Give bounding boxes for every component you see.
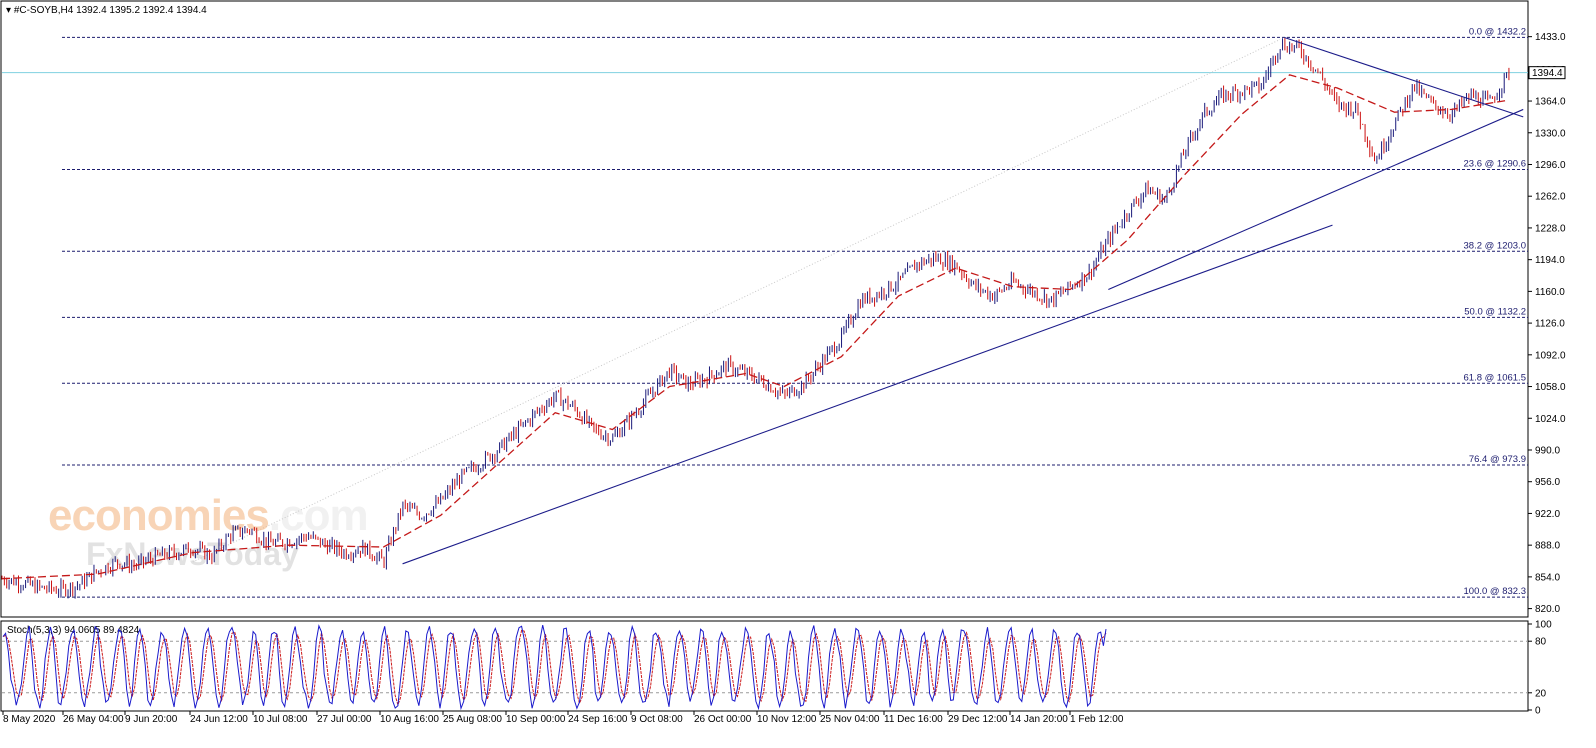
fib-level-label: 76.4 @ 973.9 [1469, 454, 1526, 465]
short-term-support-trendline[interactable] [1108, 108, 1524, 291]
price-tick-label: 1364.0 [1535, 97, 1566, 108]
fib-level-label: 100.0 @ 832.3 [1464, 586, 1526, 597]
menu-triangle-icon: ▾ [6, 5, 14, 16]
stoch-main-line[interactable] [2, 624, 1107, 711]
fib-level-label: 61.8 @ 1061.5 [1464, 372, 1526, 383]
chart-header-label: ▾ #C-SOYB,H4 1392.4 1395.2 1392.4 1394.4 [6, 5, 207, 16]
price-tick-label: 1058.0 [1535, 382, 1566, 393]
time-tick-label: 24 Sep 16:00 [568, 714, 628, 725]
time-tick-label: 10 Nov 12:00 [757, 714, 817, 725]
fib-level-label: 0.0 @ 1432.2 [1469, 26, 1526, 37]
price-tick-label: 854.0 [1535, 572, 1560, 583]
price-tick-label: 1296.0 [1535, 160, 1566, 171]
price-tick-label: 956.0 [1535, 477, 1560, 488]
current-price-box[interactable] [1528, 66, 1566, 80]
time-tick-label: 25 Aug 08:00 [443, 714, 502, 725]
price-tick-label: 1194.0 [1535, 255, 1565, 266]
price-axis[interactable]: 1433.01398.01364.01330.01296.01262.01228… [1528, 32, 1566, 615]
price-tick-label: 1160.0 [1535, 287, 1565, 298]
time-tick-label: 24 Jun 12:00 [190, 714, 248, 725]
price-tick-label: 990.0 [1535, 445, 1560, 456]
time-tick-label: 10 Sep 00:00 [506, 714, 566, 725]
time-tick-label: 10 Aug 16:00 [380, 714, 439, 725]
time-tick-label: 1 Feb 12:00 [1070, 714, 1124, 725]
moving-average-line[interactable] [1, 74, 1510, 580]
price-tick-label: 1092.0 [1535, 350, 1566, 361]
time-tick-label: 25 Nov 04:00 [820, 714, 880, 725]
time-tick-label: 27 Jul 00:00 [317, 714, 372, 725]
price-tick-label: 1330.0 [1535, 128, 1566, 139]
price-tick-label: 1433.0 [1535, 32, 1566, 43]
long-term-support-trendline[interactable] [402, 224, 1333, 565]
price-tick-label: 1024.0 [1535, 414, 1566, 425]
moving-average-layer [1, 74, 1510, 580]
main-price-panel[interactable] [0, 0, 1529, 618]
main-panel-border [0, 0, 1529, 618]
watermark-brand: economies.com [48, 491, 368, 540]
price-tick-label: 1262.0 [1535, 192, 1566, 203]
trendlines-layer[interactable] [402, 37, 1524, 565]
price-tick-label: 922.0 [1535, 509, 1560, 520]
watermark: economies.com FxNewsToday [48, 491, 369, 572]
chart-header: ▾ #C-SOYB,H4 1392.4 1395.2 1392.4 1394.4 [6, 5, 207, 16]
price-tick-label: 888.0 [1535, 541, 1560, 552]
fib-level-label: 50.0 @ 1132.2 [1464, 306, 1526, 317]
time-tick-label: 9 Oct 08:00 [631, 714, 683, 725]
time-tick-label: 11 Dec 16:00 [884, 714, 943, 725]
stoch-tick-label: 100 [1535, 620, 1552, 631]
triangle-resistance-trendline[interactable] [1284, 37, 1524, 118]
price-tick-label: 1126.0 [1535, 319, 1565, 330]
time-tick-label: 14 Jan 20:00 [1010, 714, 1068, 725]
stoch-tick-label: 0 [1535, 706, 1541, 717]
current-price-label: 1394.4 [1532, 68, 1563, 79]
time-tick-label: 29 Dec 12:00 [948, 714, 1008, 725]
time-tick-label: 26 May 04:00 [63, 714, 124, 725]
time-tick-label: 26 Oct 00:00 [694, 714, 752, 725]
fibonacci-layer: 0.0 @ 1432.2 23.6 @ 1290.6 38.2 @ 1203.0 50… [62, 26, 1528, 598]
stoch-tick-label: 80 [1535, 637, 1547, 648]
price-tick-label: 1228.0 [1535, 223, 1566, 234]
time-tick-label: 8 May 2020 [3, 714, 56, 725]
fib-level-label: 23.6 @ 1290.6 [1464, 159, 1526, 170]
stoch-tick-label: 20 [1535, 688, 1547, 699]
fib-level-label: 38.2 @ 1203.0 [1464, 240, 1526, 251]
fib-anchor-diagonal [192, 39, 1281, 563]
stochastic-panel-border [0, 620, 1529, 712]
time-tick-label: 10 Jul 08:00 [253, 714, 308, 725]
time-tick-label: 9 Jun 20:00 [125, 714, 178, 725]
time-axis[interactable]: 8 May 2020 26 May 04:00 9 Jun 20:00 24 Jun … [2, 711, 1124, 725]
price-tick-label: 820.0 [1535, 604, 1560, 615]
